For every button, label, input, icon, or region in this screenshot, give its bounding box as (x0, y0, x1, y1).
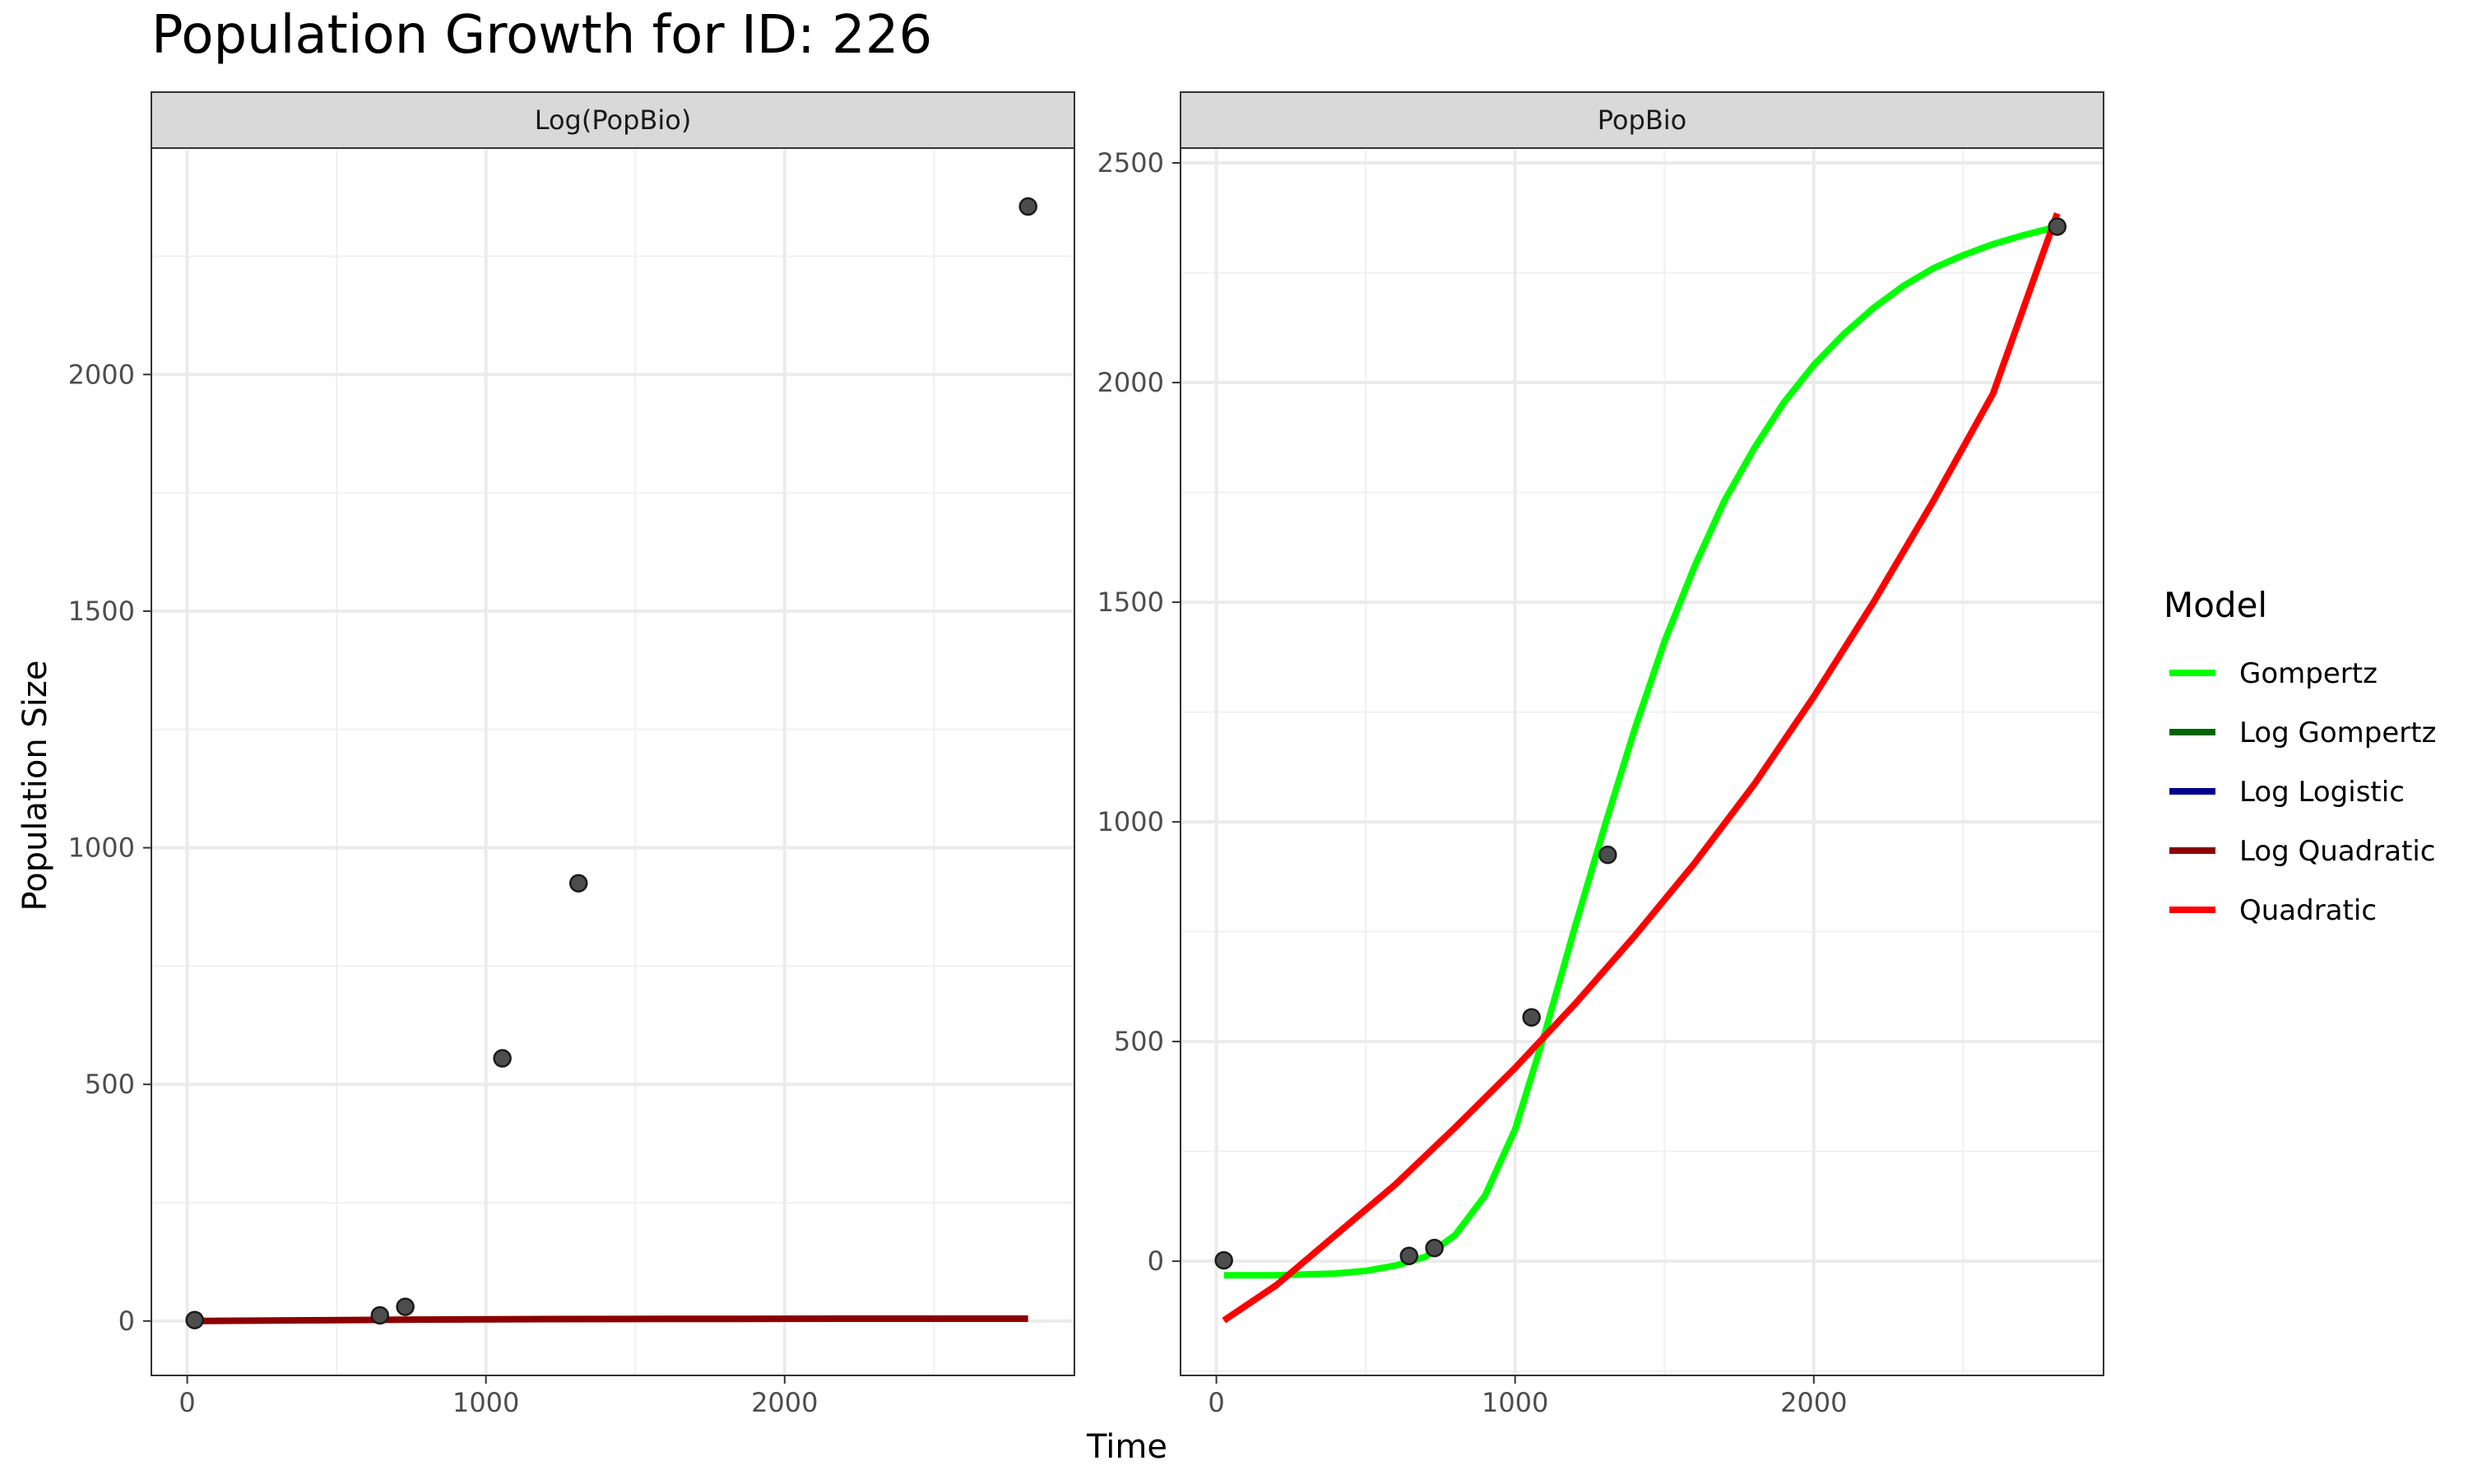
data-point (1598, 845, 1617, 865)
y-tick-label: 0 (118, 1305, 135, 1337)
y-tick-label: 0 (1148, 1245, 1164, 1277)
y-tick-label: 500 (1114, 1026, 1164, 1057)
panel-2: 0 1000 2000 0 500 1000 1500 2000 2500 PopBio (1097, 91, 2104, 1418)
data-point (1214, 1250, 1233, 1270)
data-point (1425, 1238, 1444, 1258)
data-point (1522, 1008, 1541, 1027)
y-tick-label: 1000 (1097, 806, 1164, 837)
series-line-log-quadratic (194, 1315, 1028, 1324)
x-tick-label: 0 (179, 1387, 195, 1418)
data-point (493, 1049, 512, 1068)
x-tick-label: 0 (1208, 1387, 1224, 1418)
data-point (185, 1310, 204, 1329)
panel-border (151, 91, 1075, 1376)
y-axis-label: Population Size (16, 661, 54, 911)
y-tick-label: 2500 (1097, 147, 1164, 179)
y-tick-label: 500 (85, 1069, 135, 1100)
legend-label: Log Quadratic (2239, 835, 2436, 868)
y-tick-label: 2000 (1097, 367, 1164, 398)
data-point (2048, 217, 2067, 236)
data-point (1018, 197, 1037, 216)
facet-strip-label: Log(PopBio) (535, 104, 692, 136)
legend-items: Gompertz Log Gompertz Log Logistic Log Quad… (2169, 657, 2436, 927)
facet-strip-label: PopBio (1598, 104, 1686, 136)
y-tick-label: 1500 (1097, 587, 1164, 618)
data-point (396, 1297, 415, 1316)
legend-label: Quadratic (2239, 894, 2377, 927)
x-tick-label: 2000 (751, 1387, 818, 1418)
y-tick-label: 1500 (68, 596, 135, 627)
panels-layer: 0 1000 2000 0 500 1000 1500 2000 Log(PopBio) 0 100… (68, 91, 2104, 1418)
data-point (1399, 1246, 1419, 1265)
data-point (568, 874, 588, 893)
legend-label: Log Gompertz (2239, 716, 2436, 749)
legend-title: Model (2164, 585, 2267, 625)
legend-label: Log Logistic (2239, 776, 2405, 809)
x-tick-label: 1000 (1482, 1387, 1548, 1418)
y-tick-label: 1000 (68, 832, 135, 864)
x-tick-label: 2000 (1780, 1387, 1847, 1418)
panel-1: 0 1000 2000 0 500 1000 1500 2000 Log(PopBio) (68, 91, 1075, 1418)
legend-label: Gompertz (2239, 657, 2378, 690)
panel-border (1180, 91, 2104, 1376)
facet-strip (151, 91, 1075, 149)
data-point (370, 1305, 390, 1325)
series-line-quadratic (1222, 212, 2061, 1324)
chart-title: Population Growth for ID: 226 (151, 5, 932, 66)
x-tick-label: 1000 (452, 1387, 519, 1418)
y-tick-label: 2000 (68, 359, 135, 390)
legend: Model Gompertz Log Gompertz Log Logistic Lo… (2164, 585, 2436, 927)
x-axis-label: Time (1086, 1428, 1167, 1466)
